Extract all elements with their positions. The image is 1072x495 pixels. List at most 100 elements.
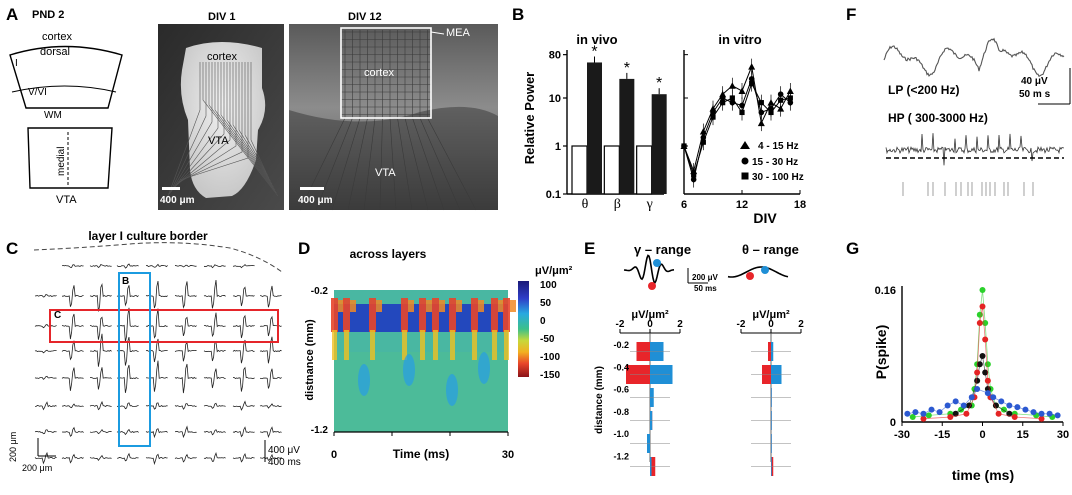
div1-title: DIV 1	[208, 11, 236, 23]
heatmap-yellow-tail	[332, 330, 337, 360]
b-invitro-point	[738, 87, 746, 94]
electrode-lead	[226, 62, 273, 185]
g-point	[974, 377, 981, 384]
b-invitro-title: in vitro	[718, 32, 761, 47]
b-invitro-point	[720, 100, 726, 106]
electrode-trace	[89, 264, 112, 269]
lp-trace	[883, 37, 1065, 78]
g-point	[976, 320, 983, 326]
panel-d-letter: D	[298, 239, 310, 258]
culture-border-dashed	[33, 242, 283, 273]
electrode-lead	[331, 117, 361, 211]
g-point	[960, 402, 967, 409]
g-point	[944, 402, 951, 409]
b-invivo-ref-bar	[571, 145, 588, 195]
heatmap-source-burst	[449, 298, 456, 332]
electrode-lead	[169, 62, 207, 195]
electrode-lead	[427, 117, 477, 211]
f-hp-label: HP ( 300-3000 Hz)	[888, 111, 988, 125]
electrode-trace	[34, 429, 57, 435]
b-invitro-chart: 6 12 18	[680, 50, 806, 211]
electrode-trace	[116, 402, 139, 410]
b-invivo-category-label: β	[614, 197, 621, 212]
heatmap-blue-patch	[358, 364, 370, 396]
heatmap-orange-edge	[510, 300, 516, 312]
electrode-trace	[203, 429, 226, 436]
electrode-trace	[34, 401, 57, 411]
heatmap-source-burst	[419, 298, 426, 332]
b-invitro-point	[768, 109, 774, 116]
heatmap-source-burst	[491, 298, 498, 332]
electrode-trace	[61, 453, 84, 464]
g-xtick-label: -30	[894, 429, 910, 441]
red-row-box	[49, 309, 279, 343]
legend-triangle-icon	[740, 141, 750, 149]
g-point	[947, 414, 954, 421]
g-point	[920, 410, 927, 417]
electrode-trace	[61, 367, 84, 391]
div12-micrograph: MEA cortex VTA 400 μm	[289, 24, 498, 211]
g-point	[984, 390, 991, 397]
heatmap-orange-edge	[408, 300, 414, 312]
electrode-lead	[244, 62, 268, 176]
slice-schematic: cortex dorsal I V/VI WM medial VTA	[9, 31, 123, 206]
electrode-trace	[34, 349, 57, 354]
g-point	[928, 406, 935, 413]
cortex-schematic-outline	[9, 45, 123, 109]
g-point	[990, 394, 997, 401]
mea-box	[340, 27, 432, 119]
electrode-trace	[89, 316, 112, 340]
electrode-lead	[178, 62, 243, 183]
electrode-trace	[34, 294, 57, 298]
electrode-trace	[232, 426, 255, 438]
div1-electrode-leads	[167, 62, 279, 197]
e-theta-waveform	[727, 266, 789, 278]
electrode-trace	[259, 453, 282, 461]
g-scatter-chart: 0.160-30 -15 0 15 30	[875, 285, 1070, 441]
electrode-trace	[259, 403, 282, 409]
mea-label: MEA	[446, 27, 471, 39]
electrode-trace	[61, 340, 84, 361]
electrode-trace	[116, 452, 139, 462]
schematic-medial-label: medial	[56, 147, 67, 176]
e-theta-title: θ – range	[742, 242, 799, 257]
g-point	[1038, 415, 1045, 422]
div12-cortex-label: cortex	[364, 67, 394, 79]
g-point	[979, 287, 986, 293]
g-point	[974, 386, 981, 392]
b-invitro-point	[758, 100, 764, 106]
d-ylabel: distnance (mm)	[304, 319, 316, 401]
electrode-trace	[203, 452, 226, 462]
heatmap-orange-edge	[338, 300, 344, 312]
e-theta-xtick-0: 0	[768, 319, 774, 330]
electrode-lead	[397, 117, 413, 211]
electrode-lead	[404, 117, 429, 211]
b-invivo-significance: *	[656, 75, 662, 92]
b-invivo-ytick-label: 10	[549, 93, 561, 105]
g-point	[979, 303, 986, 310]
panel-a-letter: A	[6, 5, 18, 24]
e-theta-xtick-2: 2	[798, 319, 804, 330]
g-point	[984, 361, 991, 368]
e-theta-xtick-m2: -2	[737, 319, 746, 330]
panel-b-letter: B	[512, 5, 524, 24]
e-gamma-title: γ – range	[634, 242, 691, 257]
blue-column-box	[118, 272, 151, 447]
e-gamma-unit: μV/μm²	[631, 309, 669, 321]
g-point	[982, 320, 989, 326]
div12-scalebar-label: 400 μm	[298, 195, 333, 206]
electrode-trace	[116, 307, 139, 343]
e-theta-peak-dot	[761, 266, 769, 274]
electrode-trace	[61, 403, 84, 409]
b-invitro-point	[777, 105, 785, 112]
div1-micrograph: cortex VTA 400 μm	[158, 24, 284, 210]
electrode-trace	[203, 341, 226, 362]
heatmap-orange-edge	[498, 300, 504, 312]
electrode-trace	[89, 367, 112, 390]
electrode-trace	[174, 316, 197, 337]
electrode-trace	[232, 314, 255, 339]
b-invivo-title: in vivo	[576, 32, 617, 47]
electrode-lead	[202, 62, 279, 197]
g-xtick-label: 30	[1057, 429, 1069, 441]
electrode-trace	[116, 364, 139, 393]
